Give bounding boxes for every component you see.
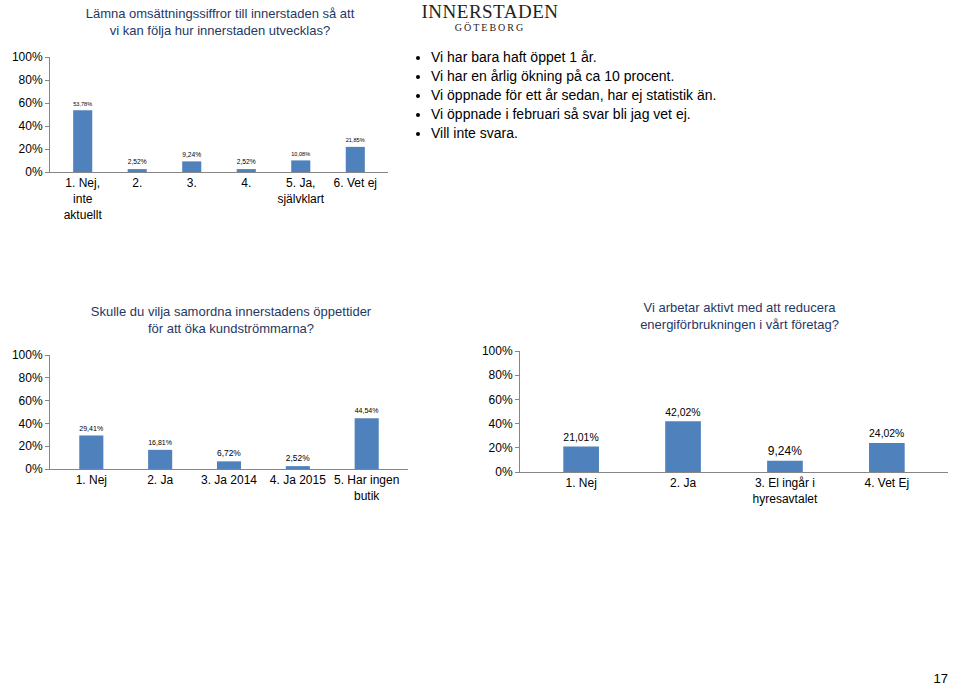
svg-text:24,02%: 24,02% <box>869 428 904 439</box>
svg-text:20%: 20% <box>19 142 43 156</box>
svg-text:16,81%: 16,81% <box>148 439 172 446</box>
svg-text:Vi arbetar aktivt med att redu: Vi arbetar aktivt med att reduceraenergi… <box>640 300 839 332</box>
svg-text:2. Ja: 2. Ja <box>147 473 173 487</box>
html-text:Vi har bara haft öppet 1 år.: Vi har bara haft öppet 1 år. <box>431 49 597 65</box>
html-text:INNERSTADEN: INNERSTADEN <box>421 1 559 22</box>
svg-text:2.: 2. <box>132 176 142 190</box>
svg-text:2. Ja: 2. Ja <box>670 476 696 490</box>
html-text:GÖTEBORG: GÖTEBORG <box>454 22 526 33</box>
svg-text:60%: 60% <box>19 394 43 408</box>
svg-text:6. Vet ej: 6. Vet ej <box>334 176 377 190</box>
svg-text:100%: 100% <box>12 50 43 64</box>
svg-text:2,52%: 2,52% <box>128 158 147 165</box>
html-text:Vi öppnade i februari så svar: Vi öppnade i februari så svar bli jag ve… <box>431 106 691 122</box>
html-text:Vi öppnade för ett år sedan, h: Vi öppnade för ett år sedan, har ej stat… <box>431 87 717 103</box>
svg-text:20%: 20% <box>19 439 43 453</box>
svg-text:100%: 100% <box>12 348 43 362</box>
svg-text:2,52%: 2,52% <box>286 453 310 463</box>
html-text:Vi har en årlig ökning på ca 1: Vi har en årlig ökning på ca 10 procent. <box>431 68 675 84</box>
html-text:Vill inte svara.: Vill inte svara. <box>431 125 518 141</box>
svg-text:80%: 80% <box>19 371 43 385</box>
svg-text:3.: 3. <box>187 176 197 190</box>
svg-text:2,52%: 2,52% <box>237 158 256 165</box>
svg-text:29,41%: 29,41% <box>79 425 103 432</box>
svg-text:1. Nej: 1. Nej <box>565 476 596 490</box>
svg-text:80%: 80% <box>489 368 513 382</box>
svg-text:21,85%: 21,85% <box>346 137 365 143</box>
svg-text:100%: 100% <box>482 344 513 358</box>
svg-text:9,24%: 9,24% <box>768 444 802 458</box>
svg-text:42,02%: 42,02% <box>665 407 700 418</box>
svg-text:0%: 0% <box>25 462 43 476</box>
svg-text:4. Vet Ej: 4. Vet Ej <box>865 476 910 490</box>
svg-text:4.: 4. <box>241 176 251 190</box>
svg-text:1. Nej: 1. Nej <box>76 473 107 487</box>
svg-text:40%: 40% <box>19 417 43 431</box>
svg-text:6,72%: 6,72% <box>217 448 241 458</box>
svg-text:Skulle du vilja samordna inner: Skulle du vilja samordna innerstadens öp… <box>91 304 372 336</box>
html-text:17: 17 <box>933 671 948 686</box>
svg-text:60%: 60% <box>19 96 43 110</box>
svg-text:9,24%: 9,24% <box>182 151 201 158</box>
svg-text:3. El ingår ihyresavtalet: 3. El ingår ihyresavtalet <box>753 476 818 506</box>
svg-text:Lämna omsättningssiffror till: Lämna omsättningssiffror till innerstade… <box>86 6 355 38</box>
svg-text:0%: 0% <box>25 165 43 179</box>
svg-text:80%: 80% <box>19 73 43 87</box>
svg-text:60%: 60% <box>489 393 513 407</box>
svg-text:5. Har ingenbutik: 5. Har ingenbutik <box>334 473 399 503</box>
svg-text:20%: 20% <box>489 441 513 455</box>
svg-text:3. Ja 2014: 3. Ja 2014 <box>201 473 257 487</box>
svg-text:4. Ja 2015: 4. Ja 2015 <box>270 473 326 487</box>
svg-text:40%: 40% <box>19 119 43 133</box>
svg-text:44,54%: 44,54% <box>355 407 379 414</box>
svg-text:21,01%: 21,01% <box>563 432 598 443</box>
svg-text:40%: 40% <box>489 417 513 431</box>
svg-text:0%: 0% <box>495 465 513 479</box>
svg-text:10,08%: 10,08% <box>291 151 310 157</box>
svg-text:5. Ja,självklart: 5. Ja,självklart <box>277 176 324 206</box>
svg-text:53,78%: 53,78% <box>73 101 92 107</box>
svg-text:1. Nej,inteaktuellt: 1. Nej,inteaktuellt <box>64 176 103 221</box>
